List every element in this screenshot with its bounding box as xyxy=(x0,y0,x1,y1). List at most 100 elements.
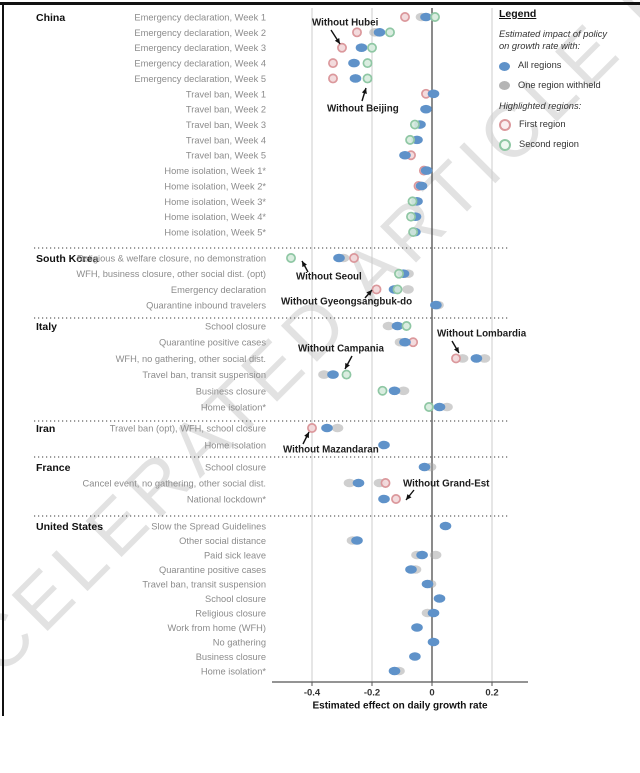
annotation-label: Without Seoul xyxy=(296,272,362,283)
row-label: Business closure xyxy=(196,386,266,396)
data-point-second xyxy=(401,321,412,331)
data-point-all xyxy=(355,43,368,53)
data-point-all xyxy=(415,181,428,191)
data-point-all xyxy=(352,478,365,488)
annotation-label: Without Lombardia xyxy=(437,329,527,340)
data-point-all xyxy=(388,386,401,396)
data-point-first xyxy=(349,253,359,263)
data-point-second xyxy=(394,268,404,279)
data-point-withheld xyxy=(478,354,491,363)
annotation-arrowhead xyxy=(366,290,372,296)
legend-item-one-region-withheld: One region withheld xyxy=(499,80,637,92)
data-point-all xyxy=(327,370,339,379)
row-label: Quarantine positive cases xyxy=(159,565,266,575)
data-point-first xyxy=(391,494,401,504)
row-label: Home isolation, Week 4* xyxy=(164,212,266,222)
country-label: China xyxy=(36,12,65,24)
row-label: Quarantine positive cases xyxy=(159,338,266,348)
data-point-all xyxy=(421,579,434,589)
data-point-second xyxy=(362,58,373,69)
data-point-all xyxy=(420,166,433,175)
data-point-second xyxy=(362,73,373,84)
row-label: National lockdown* xyxy=(187,494,266,504)
data-point-first xyxy=(371,284,382,295)
x-tick-label: -0.4 xyxy=(304,688,321,699)
annotation-label: Without Beijing xyxy=(327,104,399,115)
legend-subtitle: Estimated impact of policy on growth rat… xyxy=(499,29,637,52)
legend-item-label: All regions xyxy=(518,60,562,71)
country-label: United States xyxy=(36,521,103,533)
legend-item-label: First region xyxy=(519,119,566,130)
data-point-second xyxy=(377,385,388,396)
legend-subtitle-line2: on growth rate with: xyxy=(499,40,581,51)
legend-item-label: Second region xyxy=(519,139,579,150)
data-point-first xyxy=(451,353,461,364)
legend-item-all-regions: All regions xyxy=(499,60,637,72)
row-label: Travel ban, transit suspension xyxy=(142,370,266,380)
data-point-second xyxy=(385,27,395,38)
data-point-all xyxy=(373,28,386,37)
annotation-label: Without Campania xyxy=(298,344,384,355)
data-point-withheld xyxy=(331,423,344,433)
country-label: South Korea xyxy=(36,253,99,265)
row-label: Slow the Spread Guidelines xyxy=(151,521,266,531)
policy-effect-chart: China Emergency declaration, Week 1 Emerge… xyxy=(34,8,528,712)
row-label: Travel ban, transit suspension xyxy=(142,579,266,589)
row-label: Work from home (WFH) xyxy=(168,623,266,633)
data-point-all xyxy=(409,652,421,661)
row-label: Travel ban, Week 2 xyxy=(186,105,266,115)
data-point-all xyxy=(433,402,446,412)
annotation-label: Without Gyeongsangbuk-do xyxy=(281,297,412,308)
data-point-second xyxy=(367,42,377,53)
row-label: WFH, no gathering, other social dist. xyxy=(116,354,266,364)
row-label: Quarantine inbound travelers xyxy=(146,301,266,311)
annotation-arrowhead xyxy=(361,88,367,95)
data-point-withheld xyxy=(429,550,442,560)
annotation-arrowhead xyxy=(453,346,459,353)
row-label: School closure xyxy=(205,594,266,604)
data-point-all xyxy=(427,637,440,647)
row-label: Home isolation, Week 3* xyxy=(164,197,266,207)
row-label: Emergency declaration xyxy=(171,285,266,295)
row-label: Religious closure xyxy=(195,608,266,618)
row-label: Emergency declaration, Week 5 xyxy=(134,74,266,84)
row-label: Emergency declaration, Week 4 xyxy=(134,59,266,69)
row-label: Emergency declaration, Week 3 xyxy=(134,43,266,53)
annotation-arrowhead xyxy=(406,494,412,500)
data-point-all xyxy=(399,337,411,347)
annotation-label: Without Grand-Est xyxy=(403,479,490,490)
annotation-label: Without Hubei xyxy=(312,18,379,29)
row-label: Travel ban, Week 1 xyxy=(186,89,266,99)
data-point-all xyxy=(388,666,401,676)
x-tick-label: -0.2 xyxy=(364,688,380,699)
data-point-first xyxy=(380,478,391,488)
data-point-all xyxy=(411,623,423,632)
data-point-all xyxy=(416,550,428,560)
annotation-arrowhead xyxy=(302,261,307,268)
row-label: No gathering xyxy=(213,637,266,647)
data-point-withheld xyxy=(318,370,330,379)
data-point-first xyxy=(352,27,362,38)
data-point-first xyxy=(328,73,338,84)
row-label: Emergency declaration, Week 1 xyxy=(134,12,266,22)
data-point-second xyxy=(286,253,296,263)
data-point-all xyxy=(321,423,333,433)
data-point-all xyxy=(391,321,404,331)
legend: Legend Estimated impact of policy on gro… xyxy=(499,8,637,159)
row-label: Home isolation* xyxy=(201,402,266,412)
row-label: School closure xyxy=(205,462,266,472)
legend-item-second-region: Second region xyxy=(499,139,637,152)
data-point-first xyxy=(307,423,317,433)
row-label: Other social distance xyxy=(179,536,266,546)
country-label: Italy xyxy=(36,321,57,333)
data-point-all xyxy=(418,462,431,472)
data-point-all xyxy=(399,150,411,160)
row-label: Cancel event, no gathering, other social… xyxy=(83,478,266,488)
data-point-withheld xyxy=(343,478,356,488)
annotation-arrowhead xyxy=(304,432,309,439)
data-point-all xyxy=(378,494,390,504)
data-point-all xyxy=(333,253,345,263)
data-point-first xyxy=(400,12,410,22)
data-point-second xyxy=(405,134,416,145)
